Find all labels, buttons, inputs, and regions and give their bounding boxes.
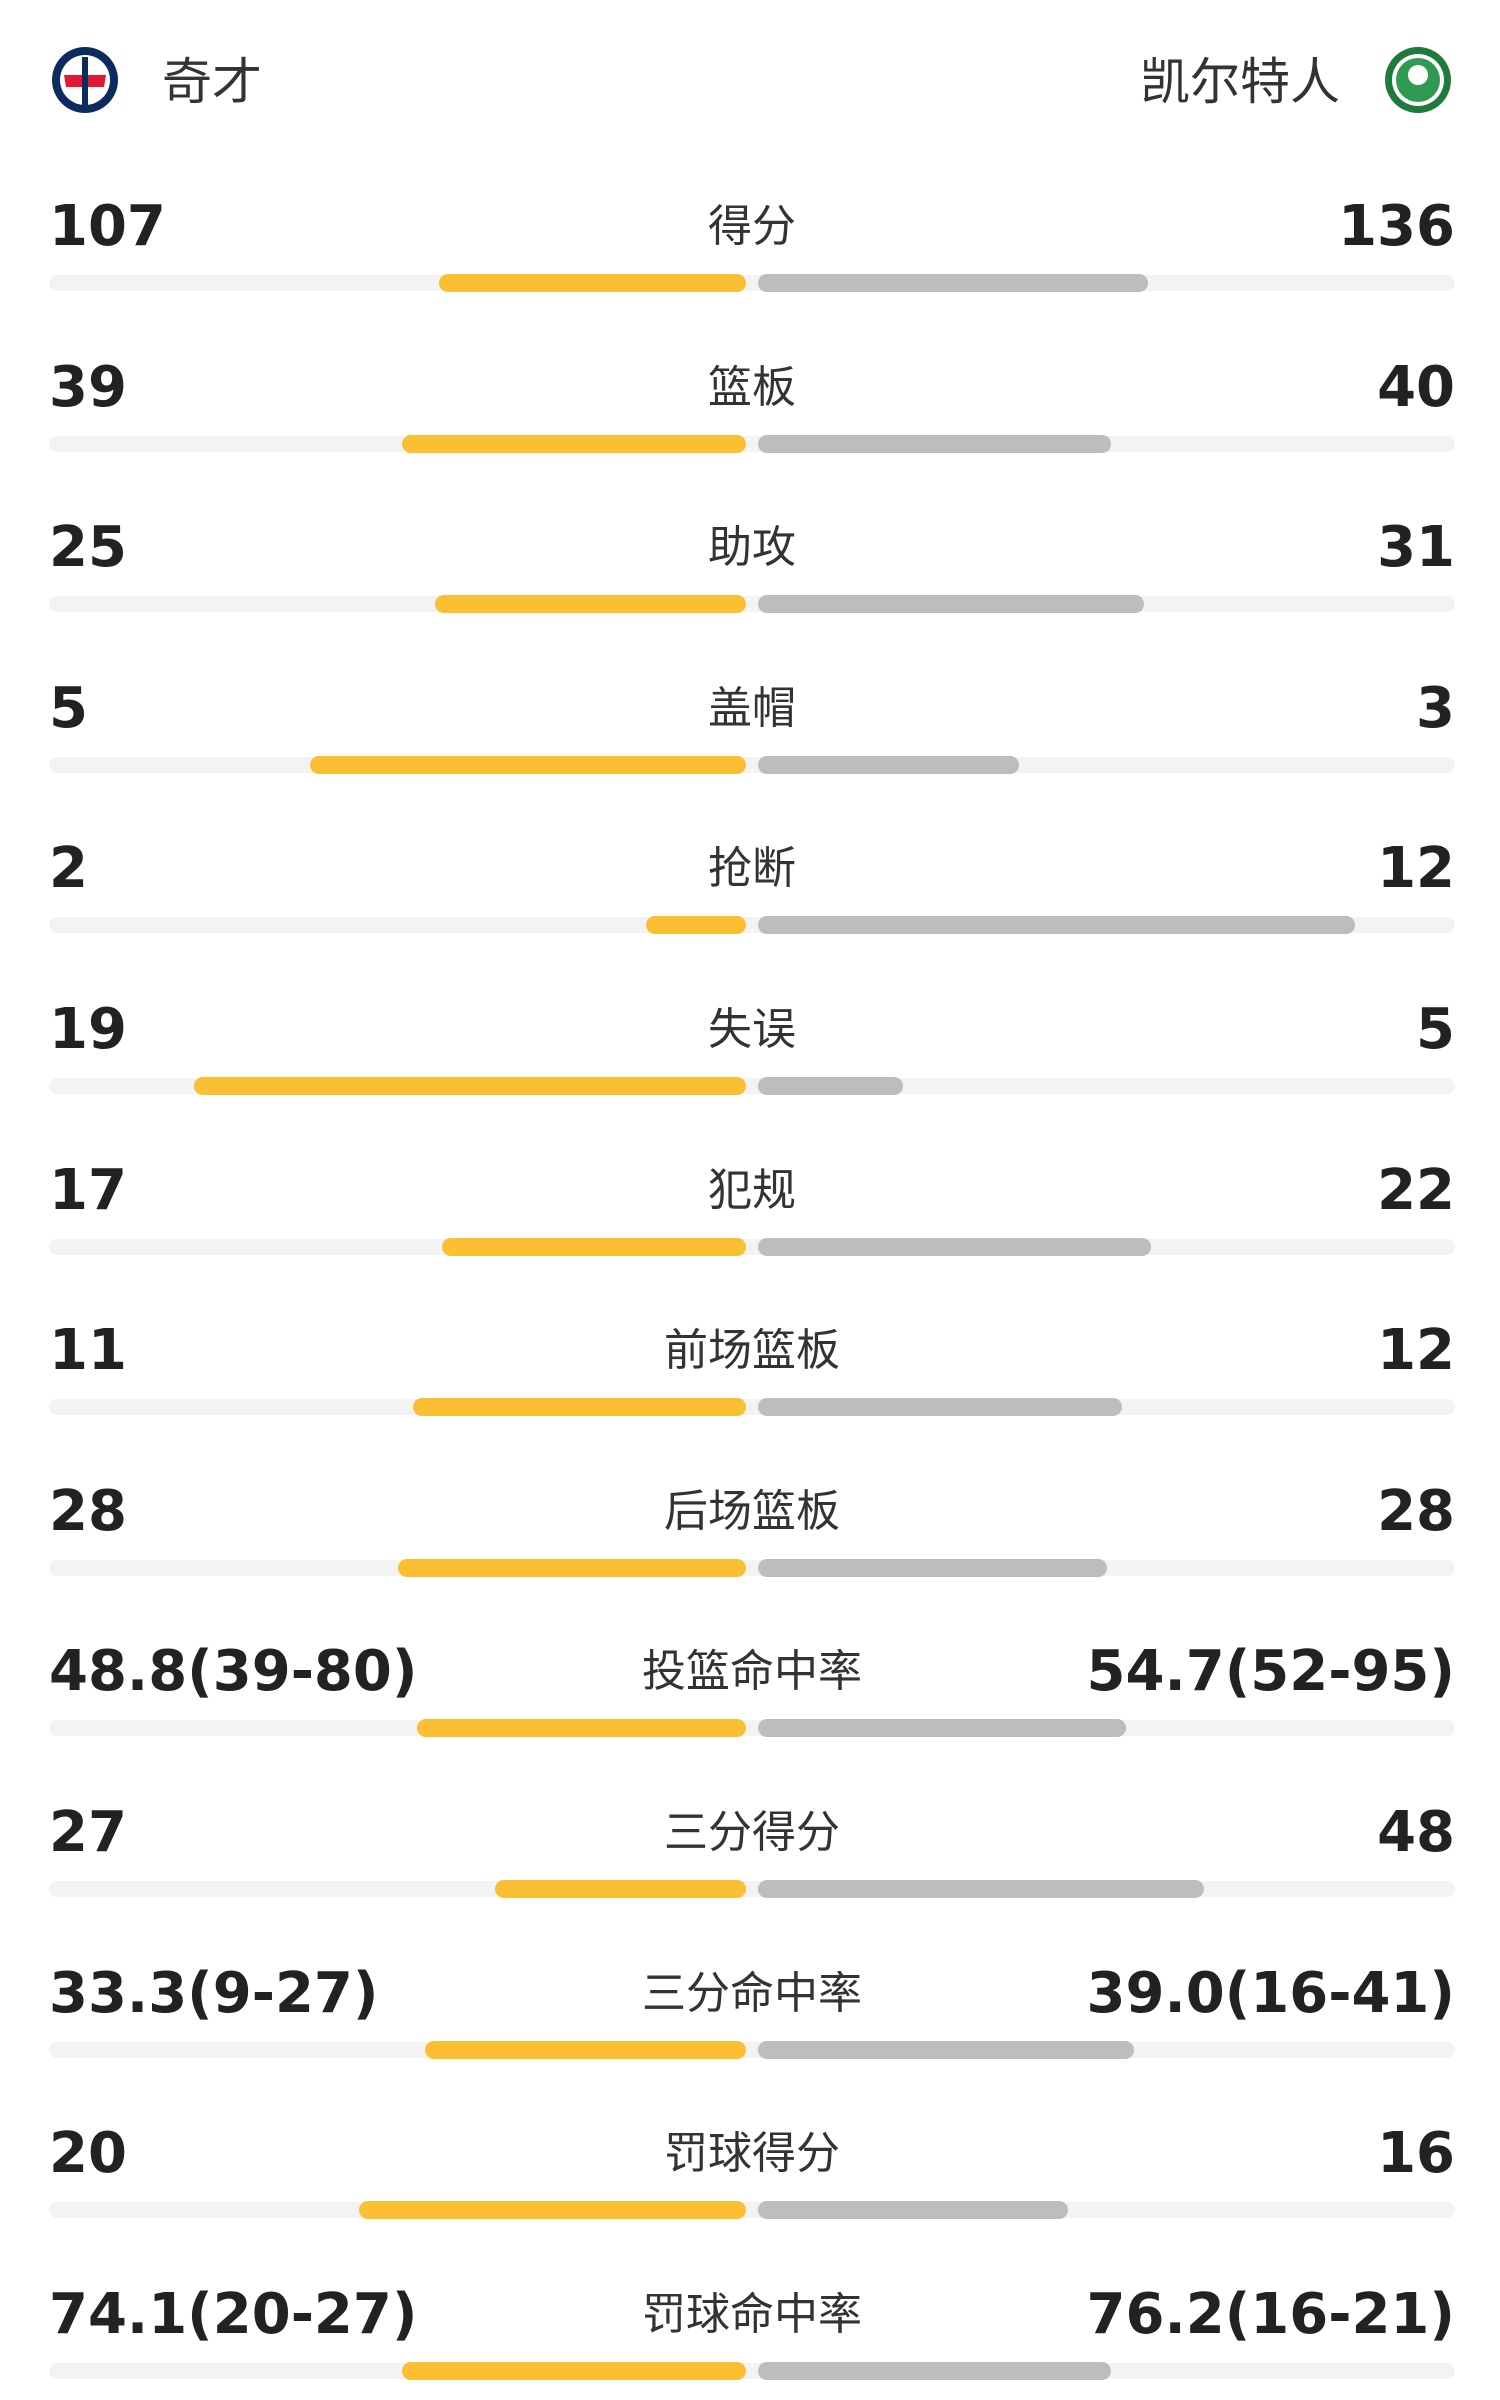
home-bar <box>439 274 746 292</box>
home-bar <box>310 755 746 774</box>
bar-track <box>49 1399 1455 1416</box>
stat-label: 抢断 <box>708 843 796 895</box>
stat-label: 投篮命中率 <box>642 1646 862 1698</box>
home-bar <box>412 1398 746 1417</box>
stat-label: 前场篮板 <box>664 1325 840 1377</box>
home-value: 5 <box>49 675 88 741</box>
away-bar <box>758 1398 1122 1417</box>
stat-label: 犯规 <box>708 1164 796 1216</box>
away-value: 136 <box>1338 194 1455 259</box>
home-bar <box>495 1880 746 1898</box>
away-value: 16 <box>1377 2121 1455 2187</box>
stat-label: 罚球命中率 <box>642 2288 862 2340</box>
away-bar <box>758 2040 1134 2059</box>
away-bar <box>758 916 1356 935</box>
away-value: 12 <box>1377 836 1455 902</box>
home-value: 27 <box>49 1800 127 1865</box>
stat-label: 助攻 <box>708 522 796 574</box>
away-value: 76.2(16-21) <box>1086 2281 1455 2347</box>
stat-label: 失误 <box>708 1004 796 1055</box>
bar-track <box>49 435 1455 452</box>
away-value: 28 <box>1377 1478 1455 1544</box>
home-value: 107 <box>49 194 166 259</box>
home-team: 奇才 <box>162 53 262 111</box>
home-bar <box>194 1077 746 1095</box>
stat-label: 篮板 <box>708 361 796 413</box>
away-bar <box>758 1237 1152 1256</box>
bar-track <box>49 1559 1455 1576</box>
away-value: 48 <box>1377 1800 1455 1865</box>
home-value: 39 <box>49 354 127 420</box>
away-bar <box>758 1880 1205 1898</box>
bar-track <box>49 2362 1455 2379</box>
home-bar <box>434 595 746 614</box>
home-value: 11 <box>49 1318 127 1384</box>
away-value: 22 <box>1377 1157 1455 1223</box>
stat-label: 后场篮板 <box>664 1485 840 1537</box>
away-bar <box>758 2201 1068 2220</box>
bar-track <box>49 1881 1455 1897</box>
home-value: 33.3(9-27) <box>49 1960 379 2026</box>
stat-label: 三分命中率 <box>642 1967 862 2019</box>
away-value: 3 <box>1416 675 1455 741</box>
home-bar <box>417 1719 746 1738</box>
bar-track <box>49 2202 1455 2219</box>
away-logo <box>1385 47 1451 113</box>
bar-track <box>49 1720 1455 1737</box>
home-bar <box>424 2040 746 2059</box>
away-value: 31 <box>1377 515 1455 581</box>
away-value: 5 <box>1416 997 1455 1062</box>
home-value: 19 <box>49 997 127 1062</box>
bar-track <box>49 275 1455 291</box>
home-bar <box>401 434 746 453</box>
away-team: 凯尔特人 <box>1140 53 1340 111</box>
home-bar <box>646 916 746 935</box>
away-value: 39.0(16-41) <box>1086 1960 1455 2026</box>
stat-label: 罚球得分 <box>664 2128 840 2180</box>
away-bar <box>758 1077 904 1095</box>
away-bar <box>758 434 1111 453</box>
home-bar <box>358 2201 746 2220</box>
home-value: 20 <box>49 2121 127 2187</box>
away-bar <box>758 595 1144 614</box>
home-value: 25 <box>49 515 127 581</box>
bar-track <box>49 2041 1455 2058</box>
stat-label: 三分得分 <box>664 1807 840 1858</box>
bar-track <box>49 756 1455 773</box>
away-value: 40 <box>1377 354 1455 420</box>
away-bar <box>758 274 1149 292</box>
bar-track <box>49 596 1455 613</box>
home-bar <box>397 1558 746 1577</box>
away-value: 54.7(52-95) <box>1086 1639 1455 1705</box>
away-bar <box>758 2361 1112 2380</box>
stat-label: 得分 <box>708 201 796 252</box>
home-value: 17 <box>49 1157 127 1223</box>
away-value: 12 <box>1377 1318 1455 1384</box>
home-bar <box>402 2361 746 2380</box>
home-value: 48.8(39-80) <box>49 1639 418 1705</box>
home-value: 2 <box>49 836 88 902</box>
stat-label: 盖帽 <box>708 682 796 734</box>
away-bar <box>758 1719 1127 1738</box>
home-logo <box>52 47 118 113</box>
home-bar <box>442 1237 746 1256</box>
home-value: 74.1(20-27) <box>49 2281 418 2347</box>
bar-track <box>49 1238 1455 1255</box>
away-bar <box>758 755 1020 774</box>
home-value: 28 <box>49 1478 127 1544</box>
away-bar <box>758 1558 1107 1577</box>
